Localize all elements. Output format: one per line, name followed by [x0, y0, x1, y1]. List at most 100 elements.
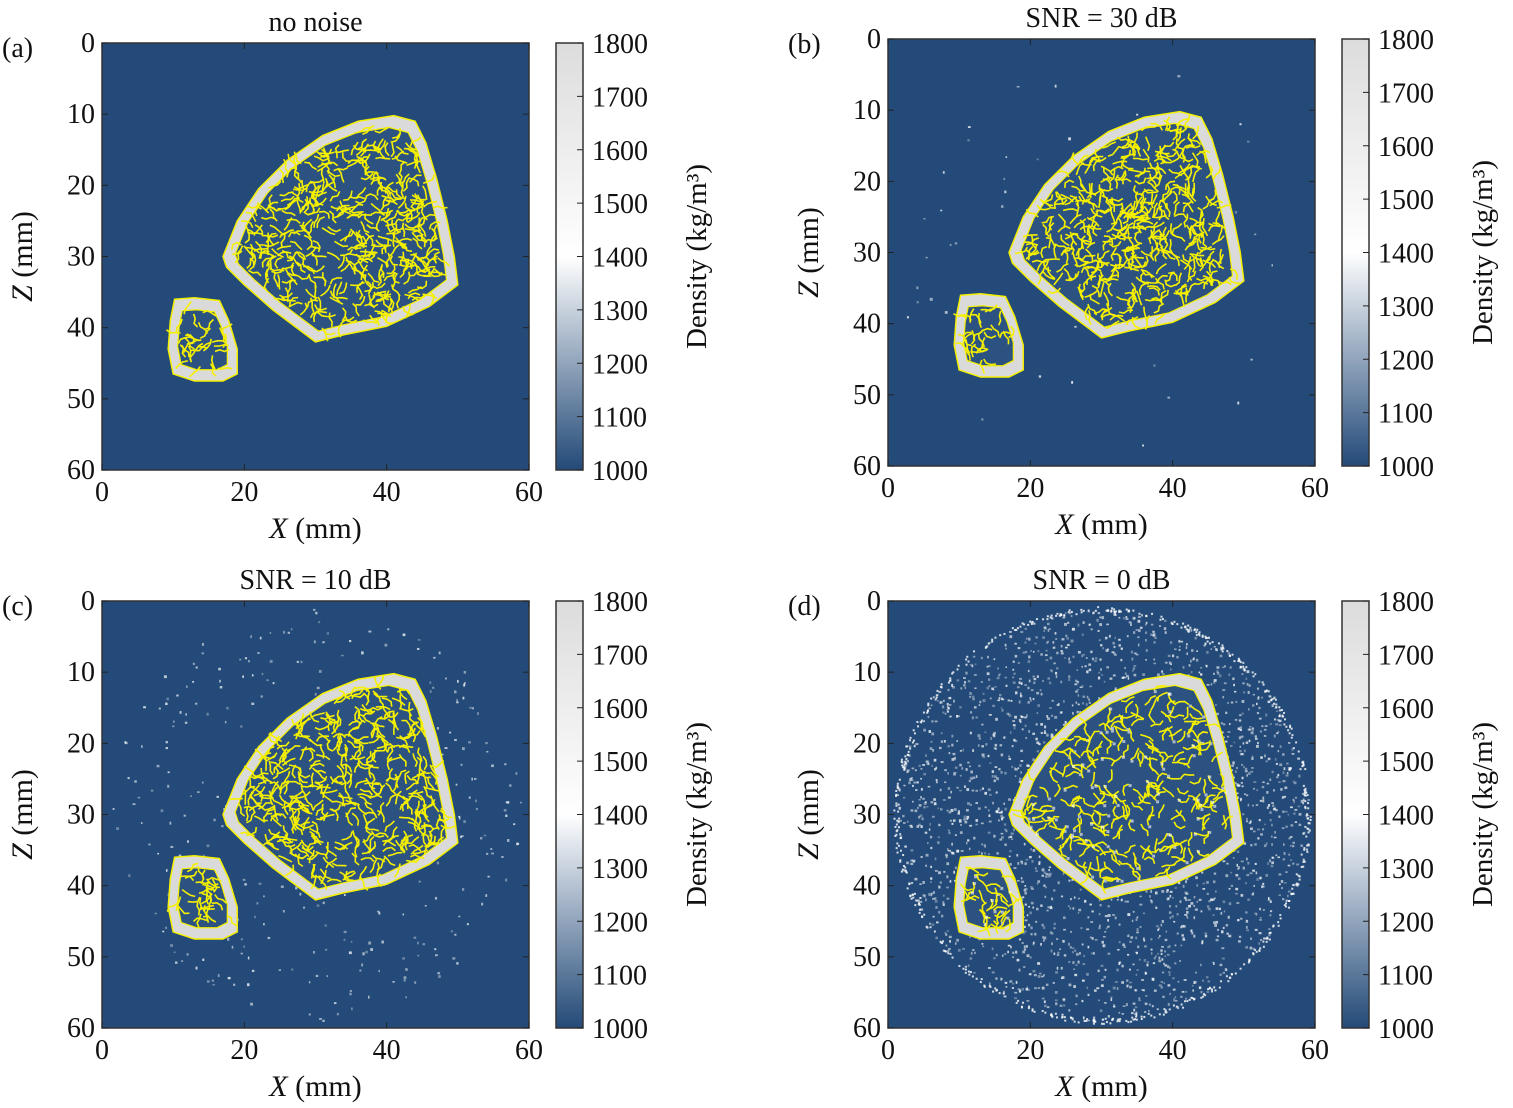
noise-speck: [462, 696, 465, 700]
noise-speck: [1096, 987, 1100, 990]
noise-speck: [266, 679, 269, 681]
noise-ring-speck: [1247, 961, 1250, 964]
noise-speck: [1293, 781, 1297, 785]
noise-speck: [1280, 880, 1284, 883]
trabecular-contour: [379, 264, 385, 279]
colorbar-tick-label: 1000: [1378, 452, 1434, 483]
noise-speck: [1020, 716, 1024, 719]
noise-speck: [932, 748, 935, 752]
noise-speck: [997, 699, 1000, 702]
noise-speck: [436, 861, 440, 865]
noise-speck: [1132, 910, 1135, 913]
colorbar-tick-label: 1100: [592, 961, 647, 992]
noise-speck: [176, 694, 179, 697]
noise-speck: [1234, 211, 1238, 214]
trabecular-contour: [1080, 235, 1086, 250]
noise-speck: [1239, 728, 1243, 732]
noise-speck: [1116, 968, 1119, 972]
noise-speck: [920, 855, 923, 858]
noise-speck: [1279, 763, 1283, 767]
trabecular-contour: [347, 725, 359, 737]
noise-speck: [1121, 1013, 1125, 1015]
noise-speck: [1032, 758, 1035, 762]
trabecular-contour: [268, 760, 274, 776]
noise-ring-speck: [1262, 940, 1265, 943]
noise-speck: [923, 802, 927, 806]
noise-speck: [1138, 629, 1141, 633]
noise-speck: [964, 820, 968, 824]
noise-speck: [1235, 873, 1239, 877]
trabecular-contour: [192, 313, 199, 328]
trabecular-contour: [183, 301, 192, 315]
trabecular-contour: [1093, 308, 1108, 315]
noise-speck: [1255, 744, 1259, 748]
noise-speck: [1021, 942, 1024, 945]
noise-speck: [1062, 998, 1066, 1002]
trabecular-contour: [358, 156, 367, 171]
trabecular-contour: [1160, 239, 1169, 254]
noise-speck: [1271, 264, 1273, 267]
y-tick-label: 60: [853, 451, 881, 482]
noise-speck: [1193, 981, 1196, 984]
noise-speck: [1258, 942, 1261, 945]
noise-speck: [1269, 910, 1273, 913]
trabecular-contour: [1062, 250, 1069, 264]
noise-speck: [1062, 700, 1065, 703]
noise-speck: [920, 825, 923, 829]
noise-speck: [1111, 651, 1115, 654]
noise-speck: [1118, 638, 1121, 641]
noise-speck: [1054, 84, 1057, 88]
trabecular-contour: [374, 676, 382, 690]
trabecular-contour: [383, 198, 398, 206]
noise-ring-speck: [1282, 715, 1285, 718]
noise-speck: [1164, 631, 1167, 634]
noise-speck: [1222, 971, 1226, 974]
noise-ring-speck: [1303, 860, 1306, 863]
noise-speck: [952, 819, 956, 822]
noise-speck: [169, 821, 172, 825]
noise-speck: [1221, 731, 1224, 734]
trabecular-contour: [296, 261, 306, 274]
trabecular-contour: [324, 177, 336, 189]
noise-speck: [996, 810, 999, 814]
noise-speck: [939, 881, 942, 884]
noise-speck: [953, 870, 956, 874]
trabecular-contour: [364, 811, 378, 819]
noise-speck: [975, 775, 978, 778]
trabecular-contour: [360, 250, 375, 256]
noise-speck: [1045, 659, 1049, 662]
noise-speck: [1186, 652, 1188, 656]
noise-speck: [1277, 730, 1280, 733]
trabecular-contour: [432, 798, 440, 813]
trabecular-contour: [385, 834, 399, 843]
trabecular-contour: [309, 783, 324, 789]
trabecular-contour: [1185, 145, 1201, 149]
trabecular-contour: [1079, 219, 1086, 234]
trabecular-contour: [211, 339, 227, 344]
noise-ring-speck: [947, 952, 950, 955]
noise-speck: [1114, 636, 1117, 640]
noise-speck: [1297, 805, 1301, 808]
trabecular-contour: [166, 902, 179, 912]
noise-speck: [1085, 703, 1088, 706]
noise-speck: [1024, 641, 1027, 644]
trabecular-contour: [288, 798, 298, 812]
noise-speck: [982, 756, 986, 759]
noise-speck: [1101, 979, 1104, 981]
noise-speck: [1177, 980, 1180, 983]
trabecular-contour: [358, 865, 368, 880]
noise-speck: [1003, 177, 1006, 180]
noise-speck: [1136, 916, 1139, 919]
noise-speck: [1098, 697, 1101, 700]
noise-speck: [1034, 932, 1037, 936]
trabecular-contour: [1123, 247, 1138, 253]
noise-speck: [988, 853, 990, 856]
noise-speck: [1225, 711, 1228, 715]
noise-speck: [1217, 928, 1220, 931]
noise-ring-speck: [1070, 1016, 1073, 1019]
noise-speck: [1267, 700, 1271, 704]
noise-speck: [948, 948, 951, 950]
noise-speck: [1169, 916, 1172, 920]
trabecular-contour: [971, 313, 982, 324]
noise-speck: [1277, 856, 1280, 859]
